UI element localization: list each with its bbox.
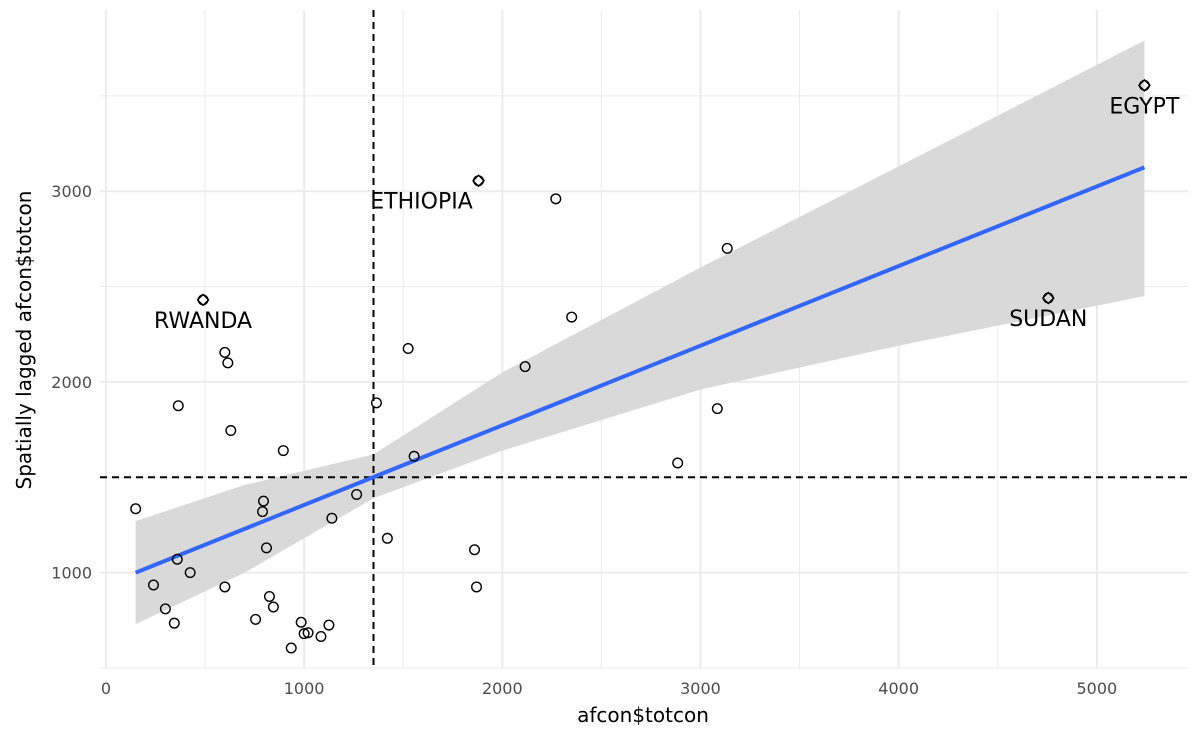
data-point <box>408 450 420 462</box>
data-point <box>315 631 327 643</box>
data-point <box>267 601 279 613</box>
x-tick-label: 3000 <box>680 679 721 698</box>
data-point <box>225 425 237 437</box>
influential-point-label: RWANDA <box>154 309 252 334</box>
data-point <box>381 532 393 544</box>
influential-point-diamond <box>472 174 486 188</box>
influential-point-label: ETHIOPIA <box>370 190 473 215</box>
x-tick-label: 4000 <box>878 679 919 698</box>
data-point <box>285 642 297 654</box>
influential-point <box>472 174 486 188</box>
data-point <box>171 553 183 565</box>
x-tick-label: 2000 <box>482 679 523 698</box>
influential-point-diamond <box>196 293 210 307</box>
mean-reference-lines <box>100 10 1188 668</box>
confidence-band-area <box>135 40 1145 625</box>
influential-point-diamond <box>1041 291 1055 305</box>
data-point <box>219 346 231 358</box>
x-tick-label: 5000 <box>1076 679 1117 698</box>
influential-point <box>196 293 210 307</box>
data-point <box>566 311 578 323</box>
influential-point <box>1137 78 1151 92</box>
data-point <box>263 590 275 602</box>
influential-point-circle <box>197 294 209 306</box>
data-point <box>295 616 307 628</box>
x-tick-label: 0 <box>101 679 111 698</box>
y-tick-label: 3000 <box>51 182 92 201</box>
data-point <box>711 403 723 415</box>
data-point <box>351 488 363 500</box>
data-point <box>721 242 733 254</box>
data-point <box>302 627 314 639</box>
data-point <box>168 617 180 629</box>
data-point <box>222 357 234 369</box>
data-point <box>148 579 160 591</box>
y-axis-title: Spatially lagged afcon$totcon <box>12 191 36 490</box>
data-point <box>402 343 414 355</box>
influential-point-label: SUDAN <box>1009 307 1087 332</box>
data-point <box>469 544 481 556</box>
data-point <box>326 512 338 524</box>
regression-line <box>134 165 1146 575</box>
data-point <box>250 613 262 625</box>
influential-point-circle <box>473 175 485 187</box>
regression-line-path <box>134 165 1146 575</box>
data-point <box>260 542 272 554</box>
data-point <box>471 581 483 593</box>
data-point <box>298 628 310 640</box>
data-point <box>277 445 289 457</box>
influential-point-diamond <box>1137 78 1151 92</box>
x-axis-title: afcon$totcon <box>577 703 709 727</box>
data-point <box>370 397 382 409</box>
data-point <box>159 603 171 615</box>
tick-labels: 0 1000 2000 3000 4000 5000 1000 2000 3000 <box>51 182 1117 698</box>
y-tick-label: 1000 <box>51 564 92 583</box>
confidence-band <box>135 40 1145 625</box>
data-point <box>519 361 531 373</box>
data-point <box>257 495 269 507</box>
data-point <box>219 581 231 593</box>
data-point <box>130 503 142 515</box>
data-point <box>550 193 562 205</box>
data-point <box>323 619 335 631</box>
data-points <box>130 78 1151 654</box>
influential-point <box>1041 291 1055 305</box>
point-labels: RWANDA ETHIOPIA SUDAN EGYPT <box>154 94 1180 334</box>
y-tick-label: 2000 <box>51 373 92 392</box>
data-point <box>184 567 196 579</box>
data-point <box>672 457 684 469</box>
influential-point-label: EGYPT <box>1109 94 1180 119</box>
data-point <box>257 506 269 518</box>
data-point <box>172 400 184 412</box>
x-tick-label: 1000 <box>284 679 325 698</box>
